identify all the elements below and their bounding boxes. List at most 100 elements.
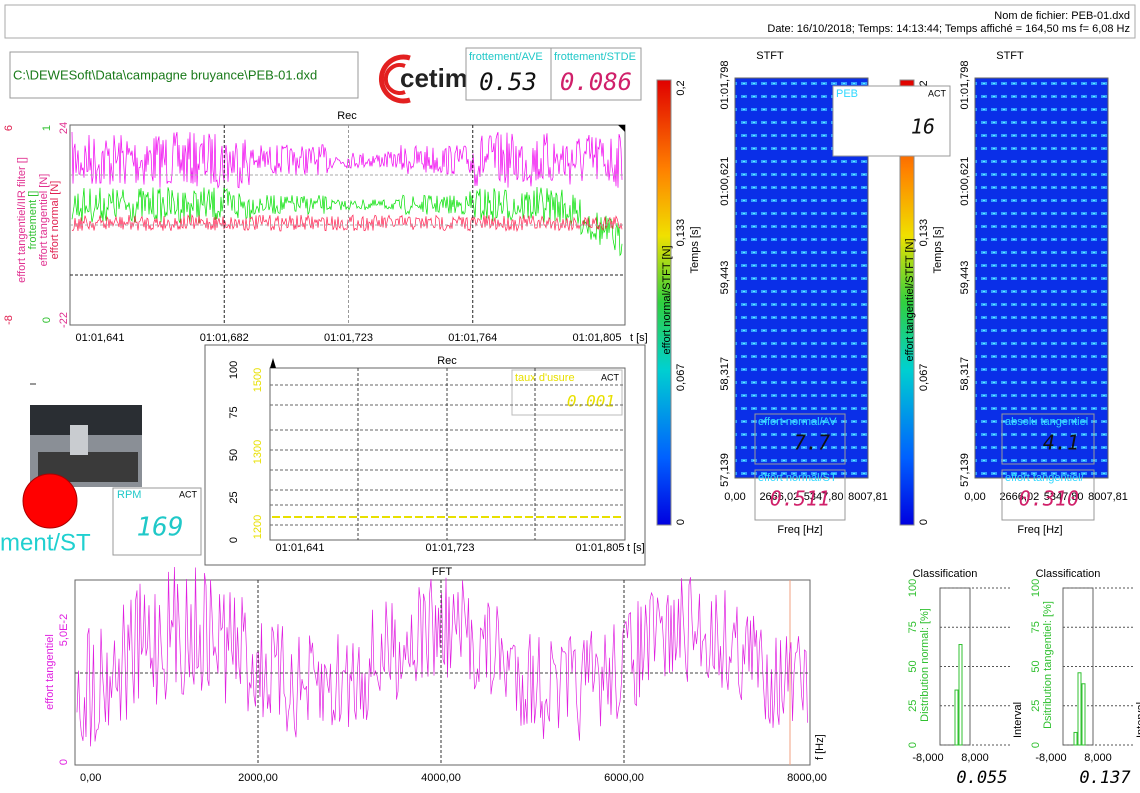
y-tick-label: 100	[228, 361, 240, 379]
y-tick-label: 100	[907, 579, 919, 597]
x-axis-label: Freq [Hz]	[777, 524, 822, 536]
class-value: 0.055	[956, 768, 1007, 788]
class-value: 0.137	[1079, 768, 1131, 788]
y-tick-label: 24	[58, 122, 70, 134]
x-tick-label: 5347,80	[804, 491, 844, 503]
y-axis-label: effort tangentiel [N]	[38, 174, 50, 267]
y-tick-label: 75	[228, 406, 240, 418]
side-label: ment/ST	[0, 529, 91, 556]
signal-trace	[71, 213, 623, 233]
x-tick-label: 0,00	[80, 772, 101, 784]
y-tick-label: 1200	[252, 515, 264, 539]
meter-value: 0.310	[1019, 487, 1079, 511]
meter-label: RPM	[117, 489, 141, 501]
y-tick-label: 1	[41, 125, 53, 131]
rec2-title: Rec	[437, 355, 457, 367]
y-tick-label: 57,139	[719, 453, 731, 487]
x-tick-label: 01:01,723	[426, 542, 475, 554]
signal-trace	[76, 566, 808, 747]
meter-mode: ACT	[601, 372, 620, 382]
y-axis-label: frottement []	[27, 191, 39, 250]
x-tick-label: 01:01,805	[573, 332, 622, 344]
y-tick-label: 1300	[252, 440, 264, 464]
meter	[1001, 469, 1095, 521]
x-tick-label: 01:01,641	[76, 332, 125, 344]
spectrogram	[974, 77, 1109, 479]
camera-image	[30, 405, 142, 487]
y-tick-label: -22	[58, 312, 70, 328]
meter-value: 4.1	[1043, 431, 1079, 455]
y-tick-label: 58,317	[959, 357, 971, 391]
bar	[1077, 672, 1082, 746]
meter: RPM ACT 169	[112, 487, 202, 556]
meter: frottement/AVE 0.53	[465, 47, 552, 101]
y-tick-label: 75	[1030, 621, 1042, 633]
fft-xlabel: f [Hz]	[814, 734, 826, 760]
colorbar-tick: 0	[675, 519, 687, 525]
meter	[832, 85, 951, 157]
y-tick-label: 59,443	[719, 261, 731, 295]
meter-label: absolu tangentiel	[1005, 416, 1088, 428]
meter-value: 0.086	[560, 68, 632, 96]
file-path: C:\DEWESoft\Data\campagne bruyance\PEB-0…	[13, 67, 317, 82]
meter-value: 169	[137, 513, 184, 543]
colorbar-tick: 0,133	[675, 219, 687, 247]
x-axis-label: Interval	[1012, 702, 1024, 738]
y-axis-label: Distribution normal: [%]	[919, 608, 931, 722]
y-tick-label: 1500	[252, 368, 264, 392]
marker	[618, 125, 625, 132]
y-tick-label: 6	[3, 125, 15, 131]
y-tick-label: 0	[41, 317, 53, 323]
colorbar	[656, 79, 672, 526]
y-axis-label: effort normal [N]	[49, 181, 61, 260]
meter-mode: ACT	[928, 88, 947, 98]
x-tick-label: -8,000	[1035, 752, 1066, 764]
y-tick-label: -8	[3, 315, 15, 325]
bar	[1081, 683, 1086, 746]
y-tick-label: 01:01,798	[719, 61, 731, 110]
meter-label: effort normal/AV	[758, 416, 837, 428]
rec1-title: Rec	[337, 110, 357, 122]
x-axis-label: Freq [Hz]	[1017, 524, 1062, 536]
file-name: Nom de fichier: PEB-01.dxd	[994, 10, 1130, 22]
marker	[270, 358, 276, 368]
meter-value: 0.001	[567, 392, 615, 411]
x-axis-label: Interval	[1135, 702, 1140, 738]
meter	[754, 413, 846, 465]
x-tick-label: 01:01,805	[576, 542, 625, 554]
stft-title: STFT	[996, 50, 1024, 62]
meter-value: 16	[911, 115, 935, 139]
x-tick-label: 8,000	[961, 752, 989, 764]
y-axis-label: Dsitribution tangentiel: [%]	[1042, 601, 1054, 729]
signal-trace	[71, 131, 623, 189]
x-tick-label: 2666,02	[999, 491, 1039, 503]
x-tick-label: 8000,00	[787, 772, 827, 784]
y-tick-label: 25	[1030, 700, 1042, 712]
meter-label: frottement/STDE	[554, 51, 636, 63]
y-tick-label: 01:00,621	[719, 157, 731, 206]
x-tick-label: -8,000	[912, 752, 943, 764]
meter-label: effort normal/ST	[758, 472, 837, 484]
y-tick-label: 01:01,798	[959, 61, 971, 110]
x-tick-label: 0,00	[964, 491, 985, 503]
meter-label: frottement/AVE	[469, 51, 543, 63]
y-tick-label: 25	[228, 491, 240, 503]
file-info: Date: 16/10/2018; Temps: 14:13:44; Temps…	[767, 23, 1130, 35]
meter-value: 0.53	[479, 68, 537, 96]
x-tick-label: 6000,00	[604, 772, 644, 784]
y-tick-label: 0	[907, 742, 919, 748]
y-tick-label: 0	[228, 537, 240, 543]
rec2-xlabel: t [s]	[627, 542, 645, 554]
y-axis-label: effort tangentiel/IIR filter []	[16, 157, 28, 283]
x-tick-label: 01:01,682	[200, 332, 249, 344]
meter-label: taux d'usure	[515, 372, 575, 384]
y-tick-label: 01:00,621	[959, 157, 971, 206]
bar	[954, 689, 959, 746]
colorbar-tick: 0,133	[918, 219, 930, 247]
logo-text: cetim	[400, 63, 468, 93]
fft-ylabel: effort tangentiel	[44, 634, 56, 710]
x-tick-label: 2666,02	[759, 491, 799, 503]
y-tick-label: 75	[907, 621, 919, 633]
signal-trace	[71, 186, 623, 257]
